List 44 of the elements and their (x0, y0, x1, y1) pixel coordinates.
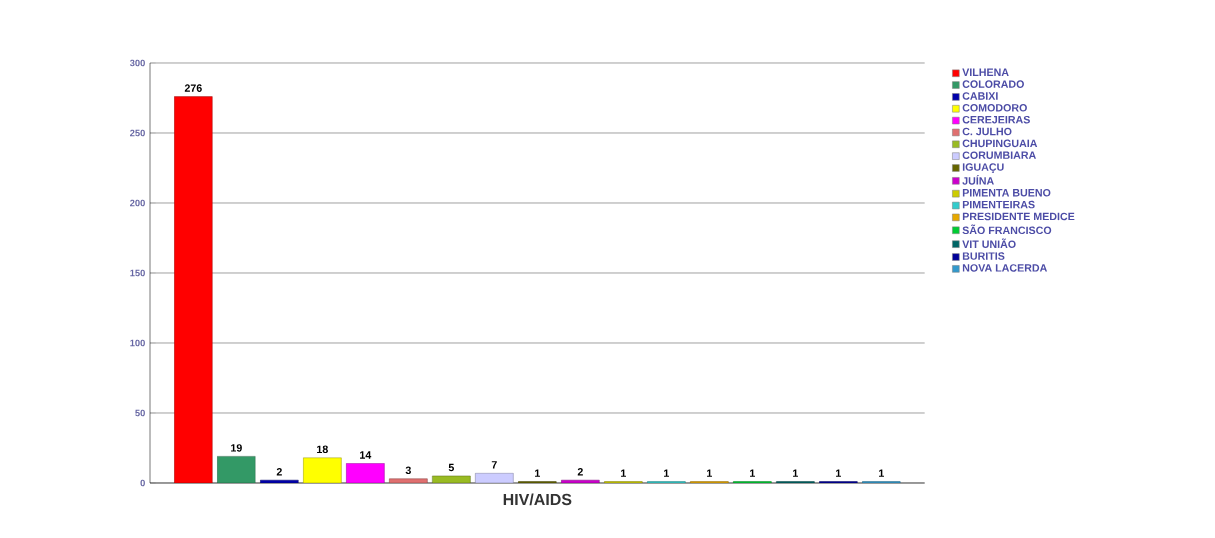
bar (346, 463, 385, 483)
y-tick-label: 50 (135, 409, 145, 417)
data-label: 1 (750, 469, 755, 477)
y-tick-label: 250 (130, 129, 145, 137)
y-tick-label: 200 (130, 199, 145, 207)
legend-label: PRESIDENTE MEDICE (962, 212, 1075, 221)
data-label: 2 (276, 468, 282, 476)
legend-label: COMODORO (962, 104, 1027, 112)
data-label: 19 (231, 444, 242, 452)
data-label: 14 (360, 451, 372, 459)
x-tick-label: HIV/AIDS (503, 493, 572, 506)
legend-label: CHUPINGUAIA (962, 139, 1038, 148)
legend-label: PIMENTA BUENO (962, 188, 1051, 197)
legend-label: CEREJEIRAS (962, 115, 1030, 124)
data-label: 1 (664, 469, 669, 477)
data-label: 1 (793, 469, 798, 477)
legend-label: BURITIS (962, 252, 1005, 260)
legend-label: CABIXI (962, 92, 998, 100)
y-tick-label: 100 (130, 339, 145, 347)
legend-label: JUÍNA (962, 175, 994, 185)
data-label: 1 (836, 469, 841, 477)
legend-label: PIMENTEIRAS (962, 200, 1035, 209)
legend-label: VILHENA (962, 68, 1009, 76)
data-label: 1 (879, 469, 884, 477)
legend-label: COLORADO (962, 80, 1024, 88)
data-label: 1 (621, 469, 626, 477)
legend-label: NOVA LACERDA (962, 264, 1048, 272)
data-label: 2 (577, 468, 583, 476)
legend-label: CORUMBIARA (962, 151, 1036, 159)
data-label: 7 (491, 461, 497, 469)
legend-label: IGUAÇU (962, 163, 1004, 173)
bar (389, 478, 428, 483)
data-label: 3 (405, 466, 411, 475)
legend-label: VIT UNIÃO (962, 238, 1016, 249)
data-label: 1 (535, 469, 540, 477)
y-tick-label: 0 (140, 479, 145, 487)
y-tick-label: 150 (130, 269, 145, 277)
data-label: 18 (317, 445, 328, 454)
data-label: 5 (448, 463, 454, 472)
data-label: 276 (184, 84, 202, 92)
data-label: 1 (707, 469, 712, 477)
legend-label: SÃO FRANCISCO (962, 224, 1052, 235)
legend-label: C. JULHO (962, 127, 1012, 136)
y-tick-label: 300 (129, 59, 145, 67)
